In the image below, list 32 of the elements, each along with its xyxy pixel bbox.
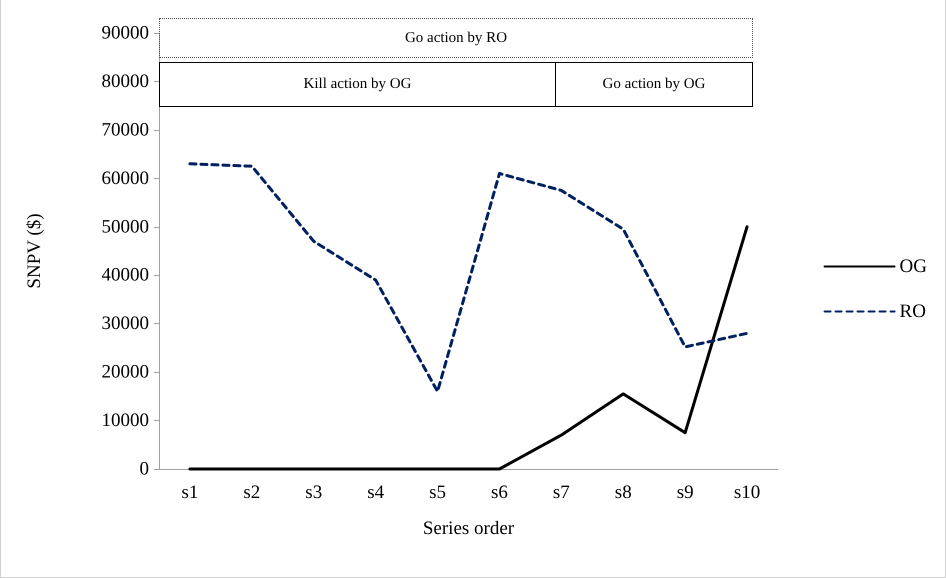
legend-label: OG	[900, 256, 928, 277]
x-tick-label: s3	[305, 482, 322, 503]
annotation: Go action by RO	[404, 30, 508, 46]
line-series	[188, 225, 749, 470]
y-tick-label: 30000	[102, 313, 149, 334]
box: Go action by OG	[555, 62, 753, 107]
y-tick-label: 0	[140, 458, 149, 480]
y-tick-label: 80000	[102, 70, 149, 92]
annotation: Go action by OG	[602, 76, 706, 93]
legend-label: RO	[900, 301, 926, 322]
y-tick-label: 40000	[102, 264, 149, 286]
x-tick-label: s4	[367, 482, 385, 503]
x-tick-label: s1	[181, 482, 198, 503]
x-tick-label: s8	[614, 482, 632, 503]
x-tick-label: s2	[243, 482, 260, 503]
x-tick-label: s10	[734, 482, 760, 503]
y-tick-label: 20000	[102, 362, 149, 383]
x-axis-title: Series order	[422, 518, 515, 539]
x-tick-label: s6	[490, 482, 508, 503]
annotation: Kill action by OG	[304, 76, 412, 93]
y-tick-label: 50000	[102, 216, 149, 238]
line-series	[188, 162, 749, 393]
y-axis-title: SNPV ($)	[24, 213, 45, 289]
box: Kill action by OG	[159, 62, 556, 107]
y-tick-label: 70000	[102, 119, 149, 140]
y-tick-label: 10000	[102, 410, 149, 432]
dotted-box: Go action by RO	[159, 18, 753, 58]
y-tick-label: 60000	[102, 168, 149, 189]
y-tick-label: 90000	[102, 22, 149, 44]
x-tick-label: s9	[676, 482, 694, 503]
x-tick-label: s5	[429, 482, 446, 503]
x-tick-label: s7	[552, 482, 570, 503]
